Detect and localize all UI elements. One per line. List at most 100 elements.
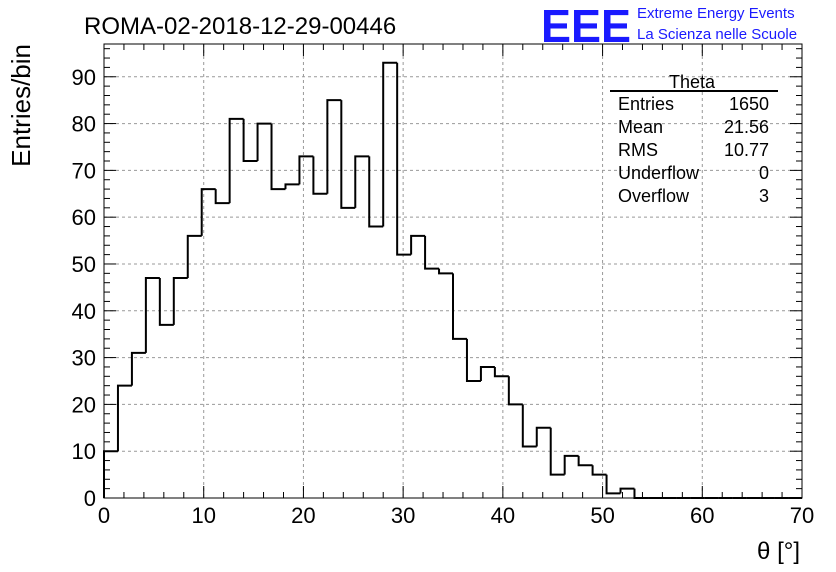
y-tick-label: 60 bbox=[72, 205, 96, 230]
y-tick-label: 20 bbox=[72, 392, 96, 417]
histogram-bin-outline bbox=[284, 183, 300, 190]
histogram-bin bbox=[396, 62, 412, 256]
histogram-bin-outline bbox=[410, 234, 426, 255]
stats-value: 3 bbox=[759, 186, 769, 206]
histogram-bin bbox=[452, 273, 467, 340]
y-axis-title: Entries/bin bbox=[6, 44, 36, 167]
histogram-bin bbox=[605, 474, 621, 495]
histogram-bin bbox=[312, 156, 328, 195]
run-title: ROMA-02-2018-12-29-00446 bbox=[84, 13, 396, 40]
histogram-bin-outline bbox=[298, 155, 314, 185]
histogram-bin bbox=[438, 268, 453, 275]
axis-ticks bbox=[103, 44, 803, 499]
histogram-bin-outline bbox=[577, 455, 593, 467]
x-tick-label: 40 bbox=[491, 503, 515, 528]
histogram-bin-outline bbox=[591, 465, 607, 476]
stats-label: RMS bbox=[618, 140, 658, 160]
histogram-bin bbox=[256, 122, 272, 162]
histogram-bin bbox=[591, 465, 607, 476]
histogram-bin bbox=[200, 188, 216, 236]
histogram-bin bbox=[186, 234, 202, 279]
y-tick-label: 50 bbox=[72, 252, 96, 277]
y-tick-label: 10 bbox=[72, 439, 96, 464]
histogram-bin-outline bbox=[382, 61, 398, 227]
stats-label: Underflow bbox=[618, 163, 700, 183]
histogram-bin bbox=[577, 455, 593, 467]
stats-label: Mean bbox=[618, 117, 663, 137]
histogram-bin bbox=[563, 454, 579, 475]
stats-box: Theta Entries 1650 Mean 21.56 RMS 10.77 Underf… bbox=[610, 72, 778, 206]
grid-lines bbox=[104, 44, 802, 498]
histogram-bin bbox=[382, 61, 398, 227]
histogram-bin-outline bbox=[340, 100, 356, 209]
histogram-bin bbox=[340, 100, 356, 209]
histogram-bin-outline bbox=[438, 268, 453, 275]
y-tick-label: 90 bbox=[72, 65, 96, 90]
y-tick-label: 30 bbox=[72, 346, 96, 371]
histogram-bin-outline bbox=[158, 278, 174, 326]
histogram-bin-outline bbox=[214, 189, 230, 205]
histogram-bin-outline bbox=[186, 234, 202, 279]
histogram-bin bbox=[103, 450, 118, 498]
histogram-bin-outline bbox=[256, 122, 272, 162]
y-tick-label: 70 bbox=[72, 158, 96, 183]
y-tick-label: 80 bbox=[72, 112, 96, 137]
stats-value: 21.56 bbox=[724, 117, 769, 137]
stats-value: 1650 bbox=[729, 94, 769, 114]
histogram-bin bbox=[172, 277, 188, 325]
histogram-bin bbox=[130, 351, 146, 386]
histogram-bin-outline bbox=[270, 123, 286, 191]
histogram-bin bbox=[326, 99, 342, 194]
x-tick-label: 20 bbox=[291, 503, 315, 528]
project-name-line1: Extreme Energy Events bbox=[637, 5, 795, 22]
histogram-bin-outline bbox=[535, 426, 551, 447]
histogram-bin bbox=[354, 155, 370, 208]
histogram-bin bbox=[465, 338, 481, 382]
histogram-bin bbox=[228, 117, 244, 204]
histogram-bin-outline bbox=[424, 235, 440, 270]
histogram-bin-outline bbox=[507, 376, 523, 406]
histogram-bin-outline bbox=[144, 277, 160, 353]
histogram-bin bbox=[633, 488, 649, 499]
histogram-bin bbox=[549, 427, 565, 476]
plot-frame bbox=[103, 43, 803, 499]
x-tick-label: 60 bbox=[690, 503, 714, 528]
histogram-bin-outline bbox=[228, 117, 244, 204]
x-tick-label: 70 bbox=[790, 503, 814, 528]
histogram-bin bbox=[270, 123, 286, 191]
histogram-bin bbox=[479, 365, 495, 381]
histogram-bin-outline bbox=[326, 99, 342, 194]
histogram-bin-outline bbox=[452, 273, 467, 340]
x-tick-label: 0 bbox=[98, 503, 110, 528]
eee-logo: EEE bbox=[541, 0, 631, 52]
histogram-bin-outline bbox=[549, 427, 565, 476]
histogram-bin bbox=[158, 278, 174, 326]
histogram-bin-outline bbox=[312, 156, 328, 195]
x-tick-label: 30 bbox=[391, 503, 415, 528]
y-tick-label: 0 bbox=[84, 486, 96, 511]
stats-title: Theta bbox=[669, 72, 716, 92]
y-tick-labels: 0 10 20 30 40 50 60 70 80 90 bbox=[72, 65, 96, 511]
stats-value: 0 bbox=[759, 163, 769, 183]
histogram-bin bbox=[521, 404, 537, 448]
histogram-bin-outline bbox=[396, 62, 412, 256]
y-tick-label: 40 bbox=[72, 299, 96, 324]
histogram-bin-outline bbox=[103, 450, 118, 498]
histogram-bin-outline bbox=[172, 277, 188, 325]
histogram-bin bbox=[493, 366, 509, 378]
histogram-bin-outline bbox=[619, 487, 635, 494]
x-axis-title: θ [°] bbox=[757, 538, 800, 565]
histogram-bin bbox=[424, 235, 440, 270]
histogram-bins bbox=[103, 61, 802, 499]
histogram-bin bbox=[535, 426, 551, 447]
histogram-bin bbox=[284, 183, 300, 190]
histogram-bin-outline bbox=[493, 366, 509, 378]
histogram-bin bbox=[144, 277, 160, 353]
histogram-bin bbox=[368, 156, 384, 228]
histogram-bin bbox=[410, 234, 426, 255]
project-name-line2: La Scienza nelle Scuole bbox=[637, 26, 797, 43]
histogram-bin-outline bbox=[116, 384, 132, 452]
histogram-bin-outline bbox=[563, 454, 579, 475]
histogram-bin-outline bbox=[354, 155, 370, 208]
